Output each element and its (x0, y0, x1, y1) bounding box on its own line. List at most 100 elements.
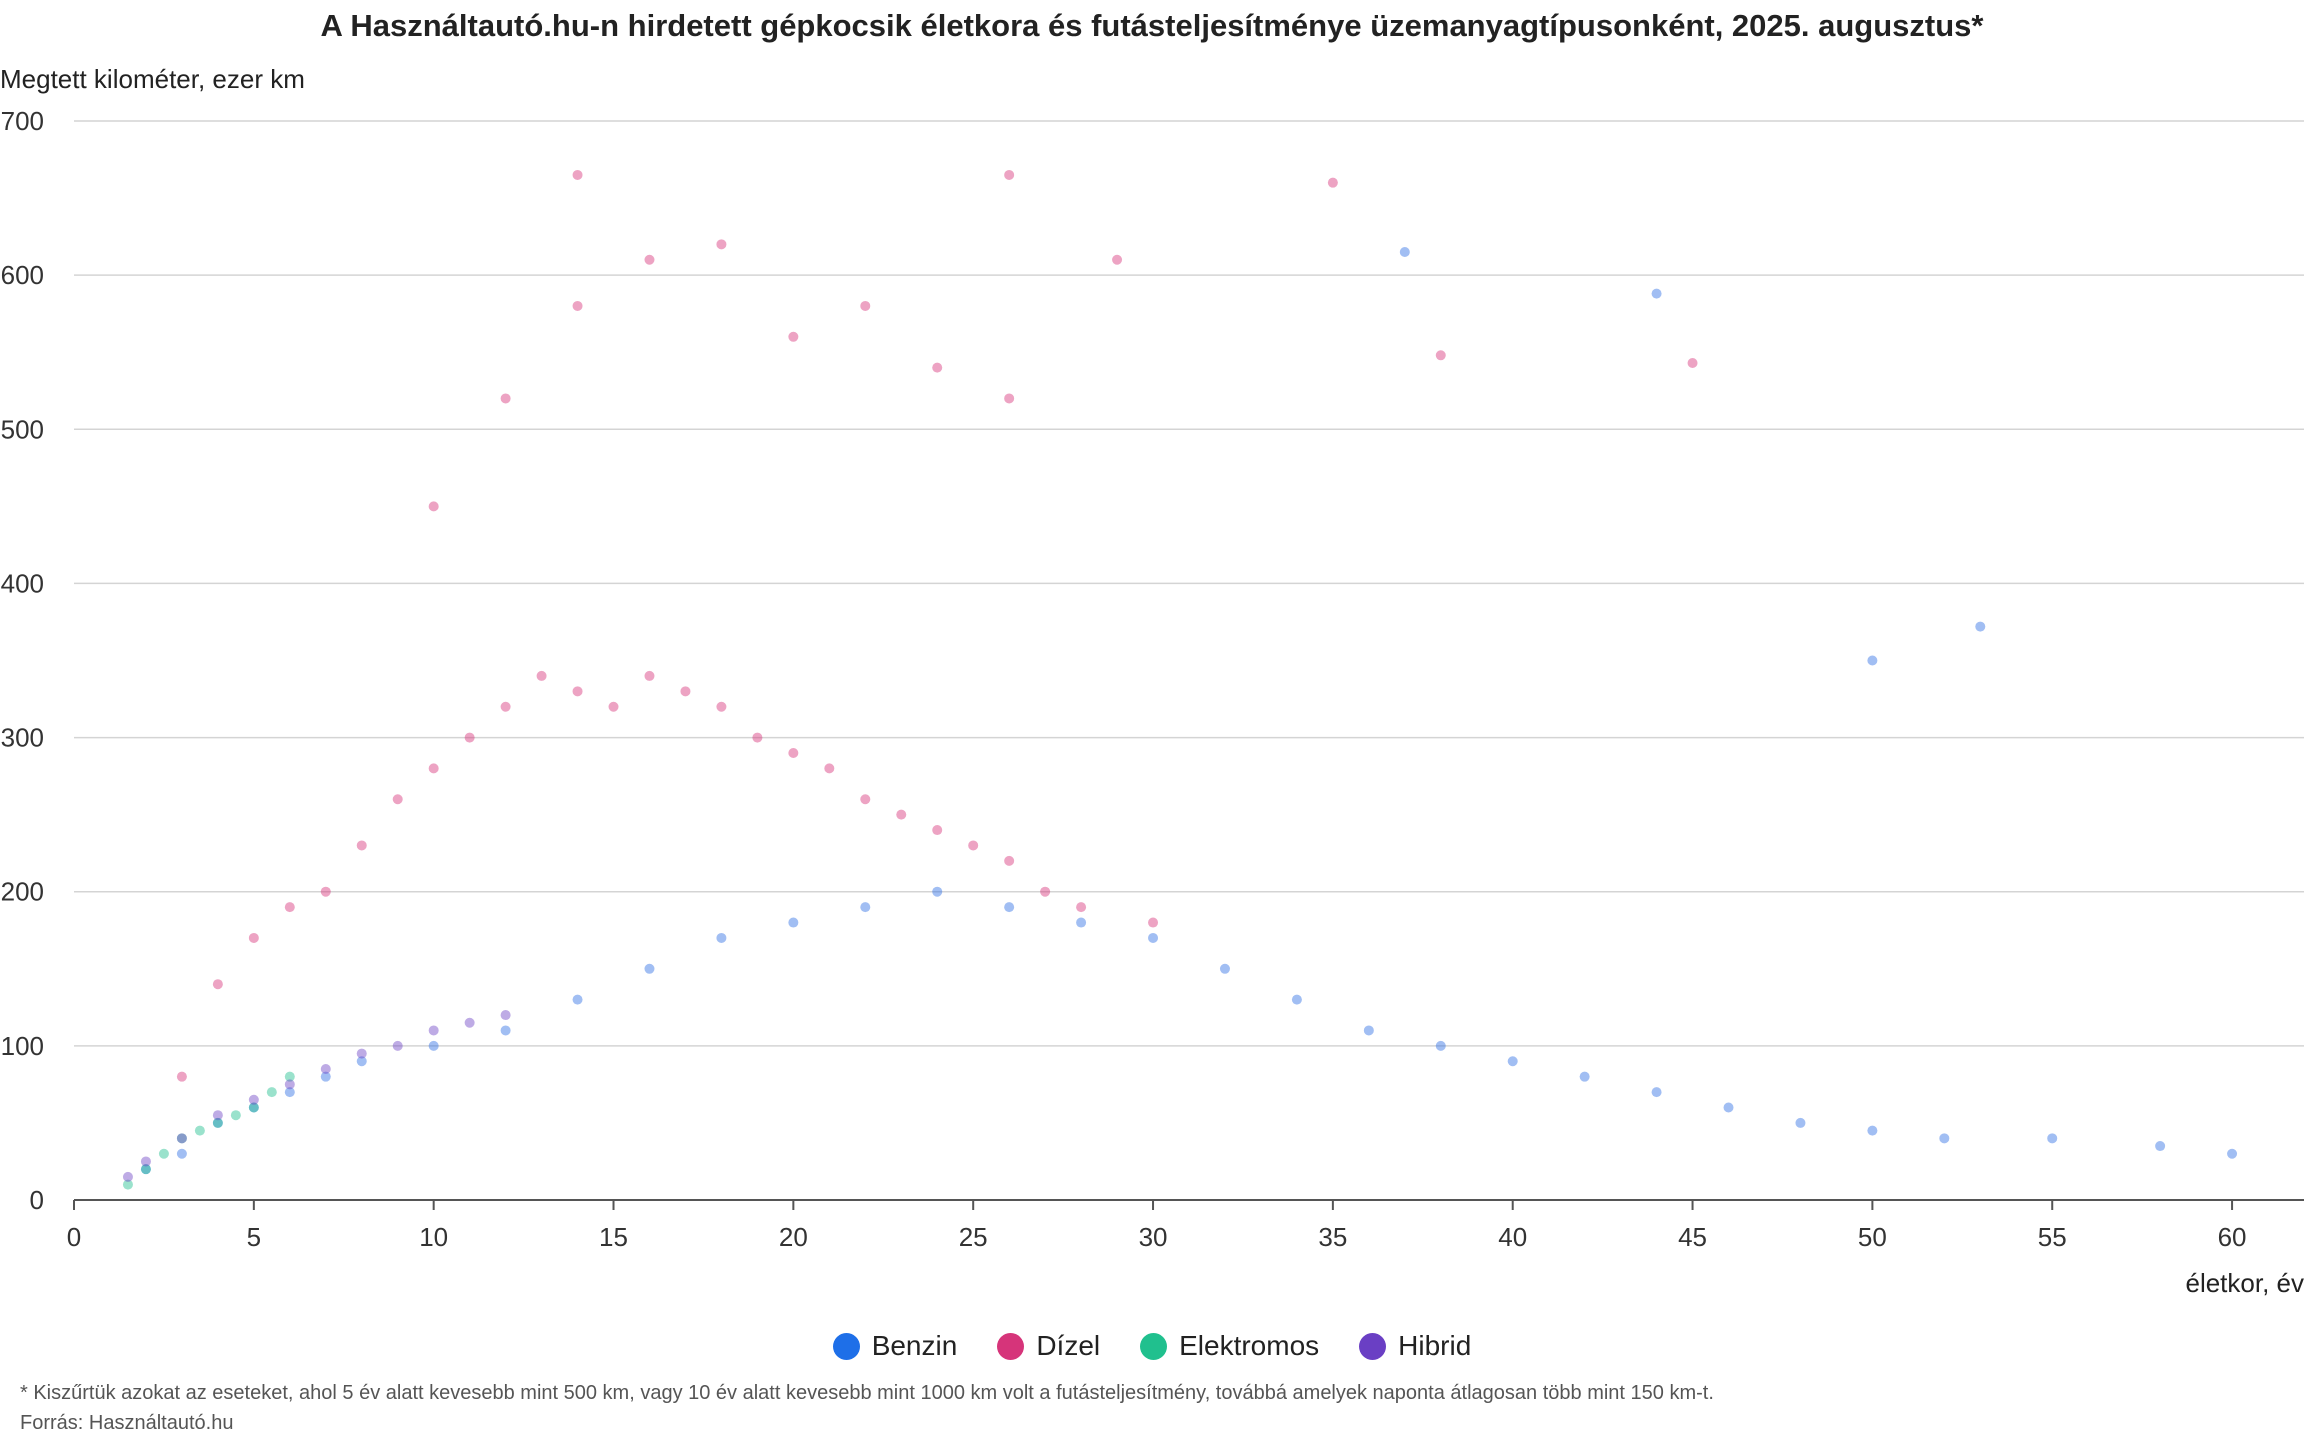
data-point (284, 1087, 295, 1098)
data-point (212, 1117, 223, 1128)
data-point (122, 1179, 133, 1190)
data-point (320, 886, 331, 897)
data-point (1795, 1117, 1806, 1128)
data-point (428, 1040, 439, 1051)
data-point (1219, 963, 1230, 974)
data-point (1507, 1056, 1518, 1067)
data-point (194, 1125, 205, 1136)
x-tick-label: 25 (959, 1222, 988, 1252)
data-point (212, 1117, 223, 1128)
data-point (1399, 247, 1410, 258)
data-point (284, 1079, 295, 1090)
legend-swatch-dizel (997, 1332, 1025, 1360)
data-point (1867, 1125, 1878, 1136)
x-tick-label: 60 (2218, 1222, 2247, 1252)
data-point (932, 362, 943, 373)
data-point (2227, 1148, 2238, 1159)
data-point (1867, 655, 1878, 666)
series-benzin (140, 247, 2238, 1175)
data-point (176, 1133, 187, 1144)
data-point (1112, 254, 1123, 265)
legend-item-hibrid[interactable]: Hibrid (1359, 1330, 1471, 1362)
y-tick-label: 100 (1, 1031, 44, 1061)
data-point (248, 1102, 259, 1113)
data-point (1327, 177, 1338, 188)
data-point (788, 747, 799, 758)
data-point (1435, 1040, 1446, 1051)
legend-swatch-benzin (832, 1332, 860, 1360)
data-point (572, 994, 583, 1005)
data-point (680, 686, 691, 697)
legend-label-dizel: Dízel (1036, 1330, 1101, 1361)
data-point (230, 1110, 241, 1121)
data-point (644, 254, 655, 265)
x-axis-label: életkor, év (2185, 1268, 2304, 1298)
y-tick-label: 0 (30, 1185, 44, 1215)
data-point (1148, 917, 1159, 928)
source-note: Forrás: Használtautó.hu (20, 1412, 234, 1434)
x-tick-label: 30 (1139, 1222, 1168, 1252)
data-point (392, 794, 403, 805)
data-point (1004, 855, 1015, 866)
data-point (716, 239, 727, 250)
chart-title: A Használtautó.hu-n hirdetett gépkocsik … (320, 8, 1984, 43)
data-point (1291, 994, 1302, 1005)
data-point (356, 1056, 367, 1067)
x-tick-label: 10 (419, 1222, 448, 1252)
series-hibrid (122, 1010, 511, 1182)
y-axis-label: Megtett kilométer, ezer km (0, 64, 305, 94)
data-point (896, 809, 907, 820)
series-elektromos (122, 1071, 295, 1190)
data-point (320, 1063, 331, 1074)
data-point (968, 840, 979, 851)
data-point (1939, 1133, 1950, 1144)
data-point (572, 686, 583, 697)
x-tick-label: 45 (1678, 1222, 1707, 1252)
data-point (536, 670, 547, 681)
data-point (176, 1071, 187, 1082)
legend-item-benzin[interactable]: Benzin (832, 1330, 958, 1362)
data-point (140, 1164, 151, 1175)
data-point (2155, 1141, 2166, 1152)
legend-swatch-hibrid (1359, 1332, 1387, 1360)
data-point (1579, 1071, 1590, 1082)
data-point (644, 670, 655, 681)
data-point (428, 501, 439, 512)
legend-item-dizel[interactable]: Dízel (997, 1330, 1100, 1362)
data-point (1004, 902, 1015, 913)
data-point (1975, 621, 1986, 632)
x-tick-label: 15 (599, 1222, 628, 1252)
y-tick-label: 400 (1, 568, 44, 598)
y-tick-label: 300 (1, 723, 44, 753)
data-point (248, 1102, 259, 1113)
data-point (824, 763, 835, 774)
gridlines (74, 120, 2304, 1201)
data-point (464, 1017, 475, 1028)
y-tick-label: 600 (1, 260, 44, 290)
x-tick-label: 40 (1498, 1222, 1527, 1252)
data-point (1076, 917, 1087, 928)
legend-label-benzin: Benzin (871, 1330, 958, 1361)
legend-item-elektromos[interactable]: Elektromos (1140, 1330, 1319, 1362)
data-point (1040, 886, 1051, 897)
data-point (428, 763, 439, 774)
data-point (716, 932, 727, 943)
axes: 0 100 200 300 400 500 600 700 0 5 10 15 20 25 30 35 40 45… (1, 106, 2247, 1252)
x-tick-label: 20 (779, 1222, 808, 1252)
data-point (356, 840, 367, 851)
legend: Benzin Dízel Elektromos Hibrid (0, 1330, 2304, 1362)
data-point (248, 932, 259, 943)
data-point (716, 701, 727, 712)
y-tick-label: 500 (1, 414, 44, 444)
data-points (122, 169, 2238, 1190)
data-point (248, 1094, 259, 1105)
y-tick-label: 200 (1, 877, 44, 907)
data-point (1004, 393, 1015, 404)
data-point (932, 825, 943, 836)
data-point (1435, 350, 1446, 361)
data-point (284, 902, 295, 913)
data-point (212, 979, 223, 990)
x-tick-label: 5 (247, 1222, 261, 1252)
data-point (212, 1110, 223, 1121)
